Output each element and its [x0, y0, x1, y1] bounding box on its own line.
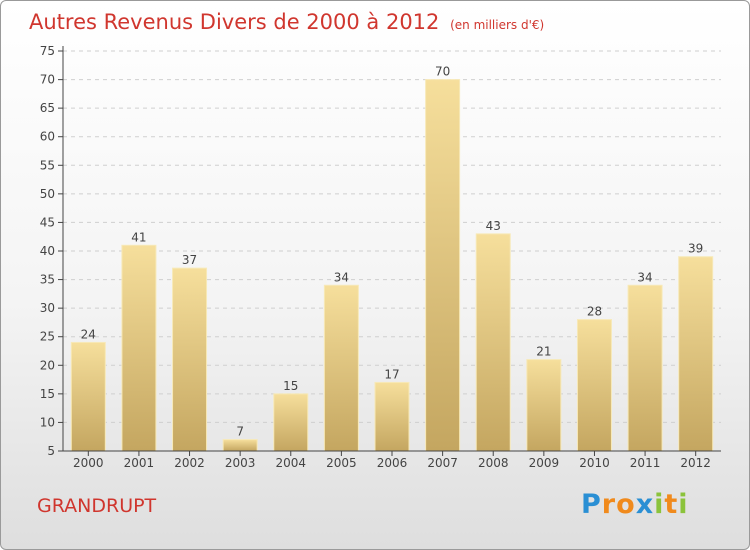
data-label: 43 [486, 219, 501, 233]
bar [70, 341, 106, 452]
logo-letter: o [616, 489, 636, 520]
bar [576, 319, 612, 452]
place-name: GRANDRUPT [37, 495, 157, 517]
x-tick-label: 2000 [73, 456, 104, 470]
y-tick-label: 25 [40, 330, 55, 344]
x-tick-label: 2006 [377, 456, 408, 470]
x-tick-label: 2011 [630, 456, 661, 470]
x-tick-label: 2007 [427, 456, 458, 470]
data-label: 70 [435, 65, 450, 79]
bar [475, 233, 511, 452]
y-tick-label: 30 [40, 301, 55, 315]
y-tick-label: 70 [40, 73, 55, 87]
y-tick-label: 10 [40, 415, 55, 429]
bar [172, 267, 208, 452]
y-tick-label: 60 [40, 130, 55, 144]
bar [121, 244, 157, 452]
bar [627, 284, 663, 452]
x-tick-label: 2004 [275, 456, 306, 470]
proxiti-logo: Proxiti [581, 489, 689, 520]
logo-letter: P [581, 489, 602, 520]
data-label: 7 [236, 425, 244, 439]
data-label: 41 [131, 230, 146, 244]
bar [374, 381, 410, 452]
x-tick-label: 2002 [174, 456, 205, 470]
data-label: 34 [637, 270, 652, 284]
y-tick-label: 35 [40, 273, 55, 287]
bar [425, 79, 461, 452]
x-tick-label: 2012 [680, 456, 711, 470]
y-tick-label: 40 [40, 244, 55, 258]
bar [222, 439, 258, 452]
chart-subtitle: (en milliers d'€) [450, 18, 545, 32]
y-tick-label: 75 [40, 44, 55, 58]
x-tick-label: 2001 [124, 456, 155, 470]
data-label: 21 [536, 345, 551, 359]
y-tick-label: 45 [40, 215, 55, 229]
x-tick-label: 2003 [225, 456, 256, 470]
data-label: 28 [587, 305, 602, 319]
data-label: 34 [334, 270, 349, 284]
title-text: Autres Revenus Divers de 2000 à 2012 [29, 10, 440, 34]
logo-letter: x [635, 489, 655, 520]
bar [526, 359, 562, 452]
x-tick-label: 2009 [529, 456, 560, 470]
data-label: 15 [283, 379, 298, 393]
y-tick-label: 15 [40, 387, 55, 401]
data-label: 37 [182, 253, 197, 267]
bar [323, 284, 359, 452]
bar [273, 393, 309, 452]
y-tick-label: 55 [40, 158, 55, 172]
x-tick-label: 2005 [326, 456, 357, 470]
logo-letter: i [654, 489, 665, 520]
x-tick-label: 2010 [579, 456, 610, 470]
data-label: 17 [384, 367, 399, 381]
x-tick-label: 2008 [478, 456, 509, 470]
logo-letter: t [664, 489, 679, 520]
chart-title: Autres Revenus Divers de 2000 à 2012 (en… [29, 10, 544, 34]
logo-letter: r [601, 489, 617, 520]
y-tick-label: 5 [47, 444, 55, 458]
y-tick-label: 20 [40, 358, 55, 372]
data-label: 39 [688, 242, 703, 256]
logo-letter: i [678, 489, 689, 520]
y-tick-label: 65 [40, 101, 55, 115]
bar [678, 256, 714, 452]
data-label: 24 [81, 327, 96, 341]
y-tick-label: 50 [40, 187, 55, 201]
